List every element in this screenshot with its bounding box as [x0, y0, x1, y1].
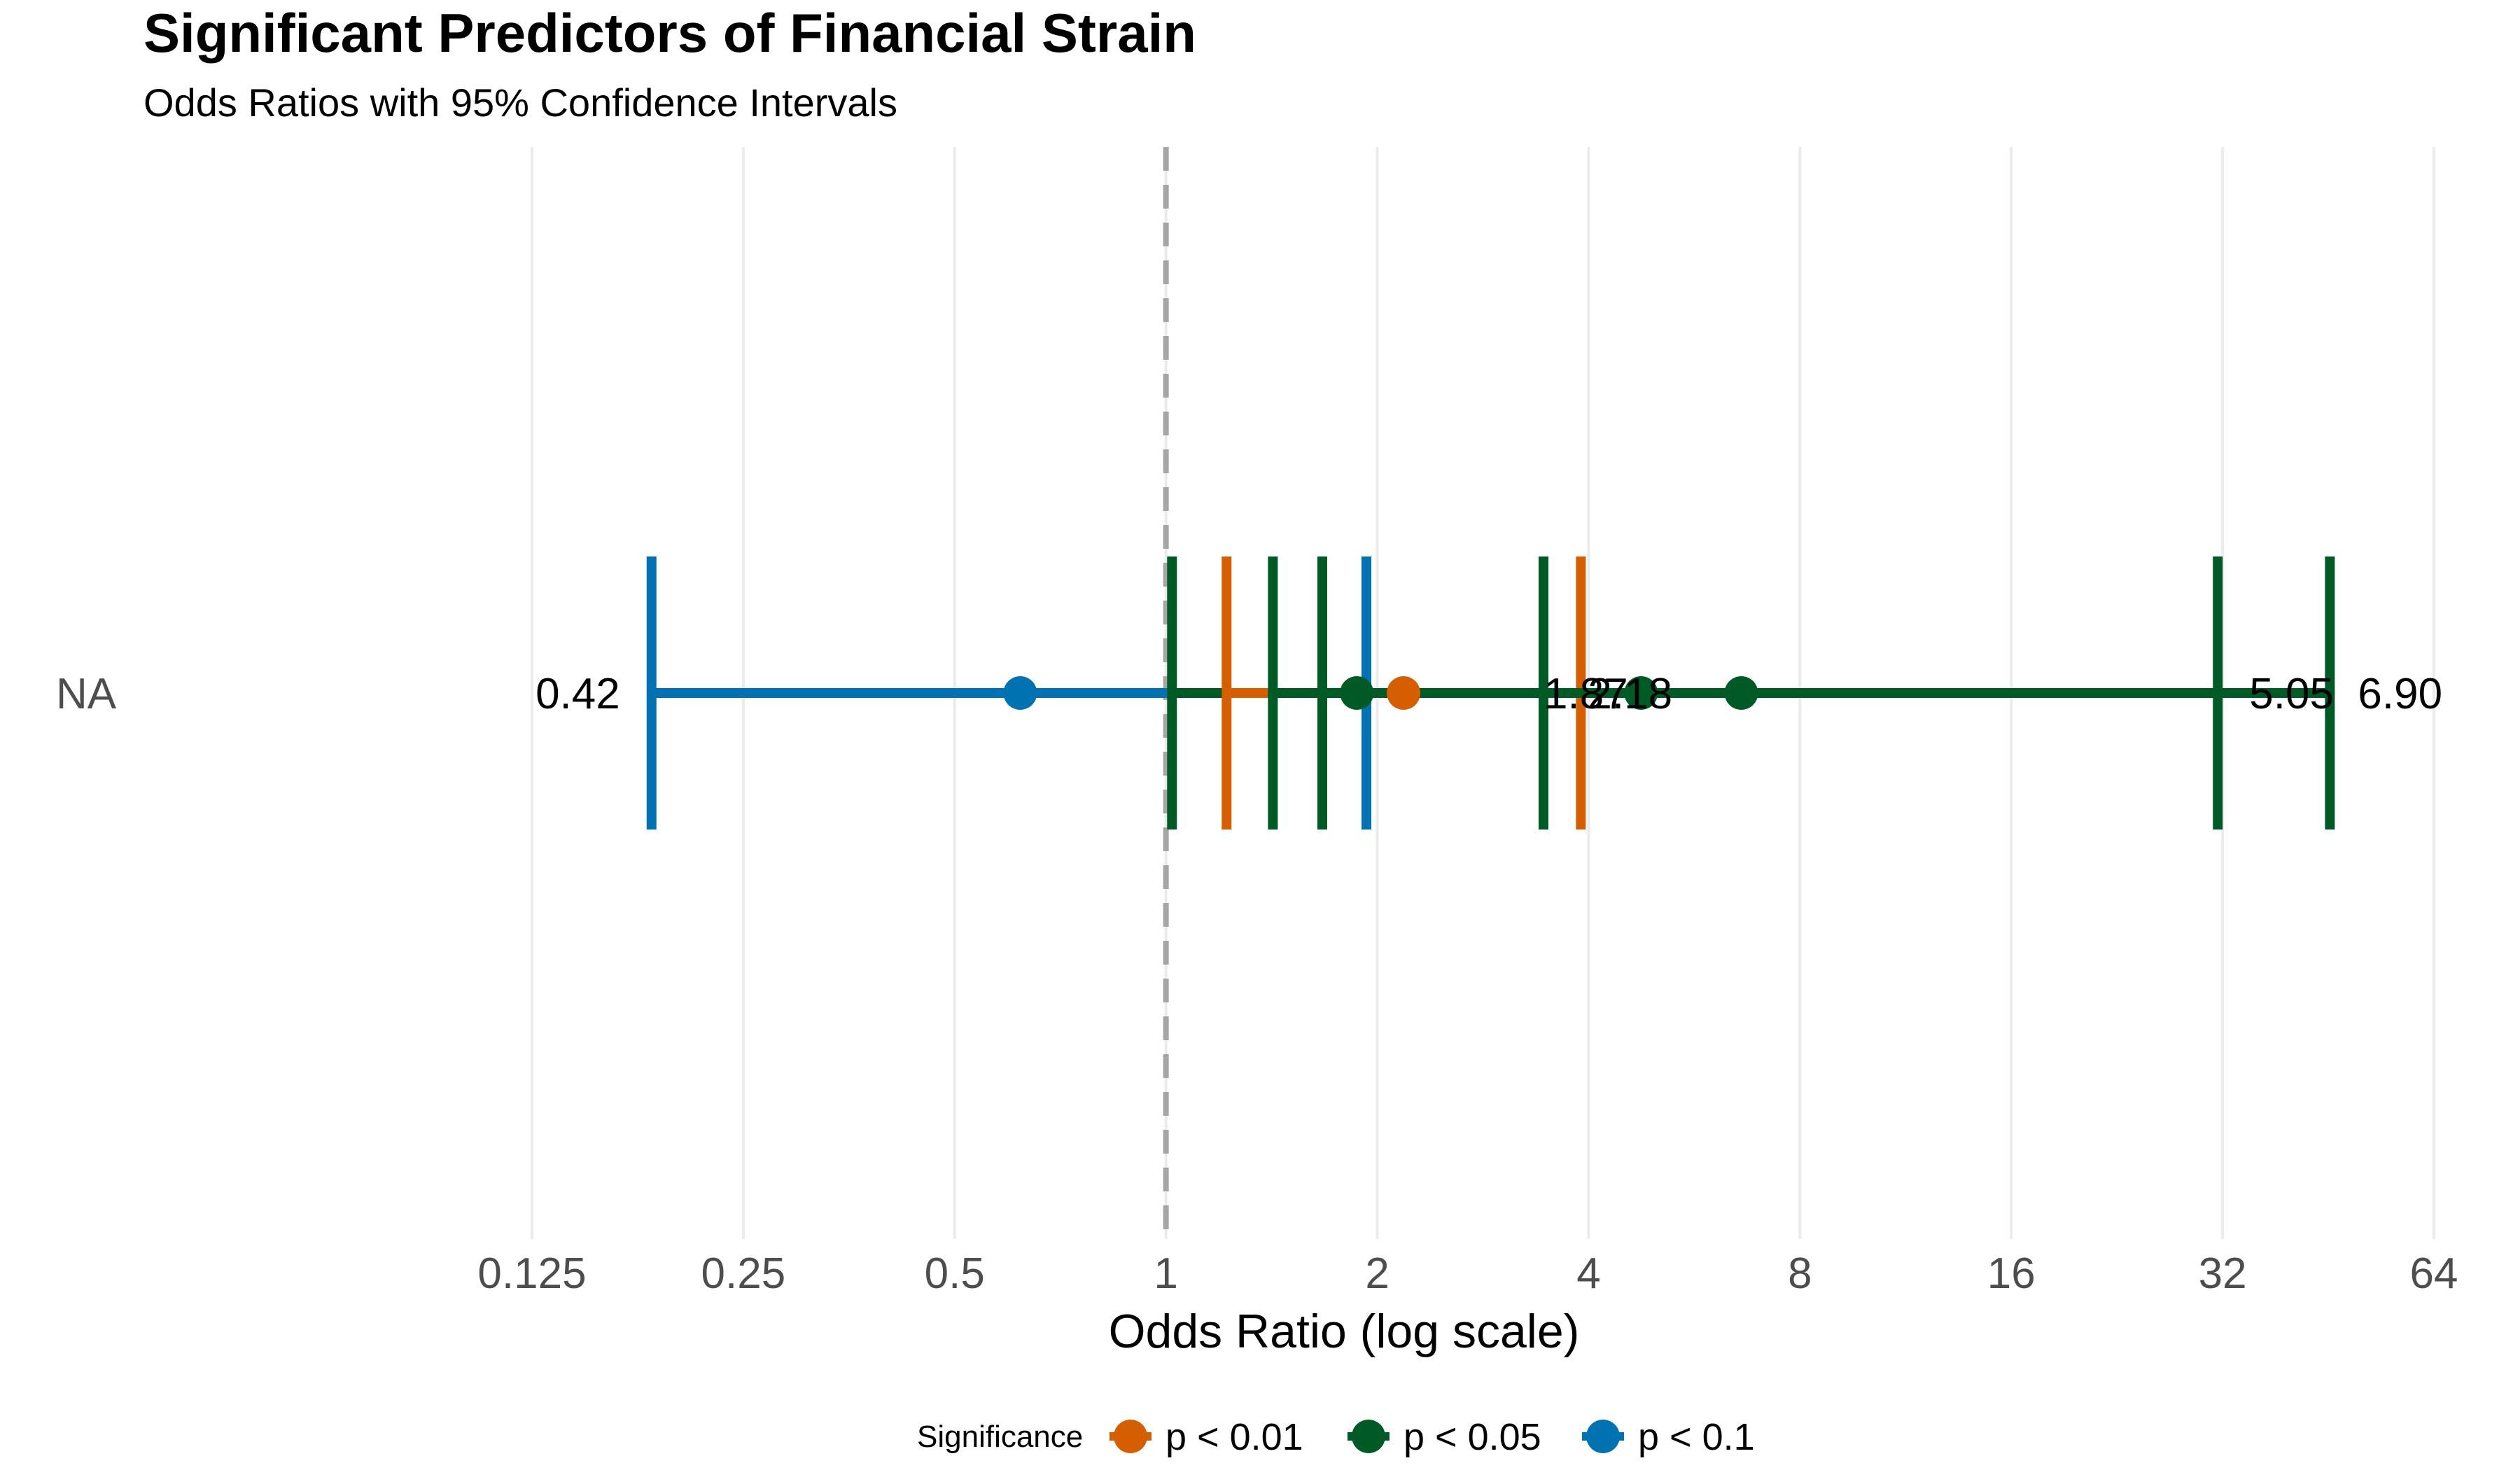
x-tick-labels: 0.125 0.25 0.5 1 2 4 8 16 32 64 — [477, 1250, 2458, 1298]
x-tick-label-6: 8 — [1788, 1250, 1812, 1298]
estimate-point-4 — [1624, 676, 1658, 710]
x-tick-label-7: 16 — [1987, 1250, 2036, 1298]
legend-items: p < 0.01 p < 0.05 p < 0.1 — [1110, 1416, 1755, 1458]
legend-item-0: p < 0.01 — [1110, 1416, 1303, 1458]
legend-label-1: p < 0.05 — [1404, 1416, 1541, 1458]
x-tick-label-5: 4 — [1576, 1250, 1600, 1298]
interval-4 — [1317, 556, 2335, 830]
y-category-labels: NA — [56, 670, 117, 718]
estimate-point-1 — [1340, 676, 1374, 710]
x-tick-label-1: 0.25 — [701, 1250, 786, 1298]
chart-subtitle: Odds Ratios with 95% Confidence Interval… — [144, 80, 897, 125]
y-category-label-0: NA — [56, 670, 117, 718]
legend-label-0: p < 0.01 — [1166, 1416, 1303, 1458]
data-label-3: 5.05 — [2249, 670, 2334, 718]
estimate-point-3 — [1724, 676, 1758, 710]
data-label-0: 0.42 — [536, 670, 620, 718]
estimate-point-2 — [1387, 676, 1421, 710]
legend-label-2: p < 0.1 — [1638, 1416, 1755, 1458]
legend-key-point-1 — [1352, 1420, 1385, 1453]
estimate-point-0 — [1003, 676, 1037, 710]
x-tick-label-0: 0.125 — [477, 1250, 586, 1298]
legend-item-2: p < 0.1 — [1582, 1416, 1755, 1458]
plot-marks — [646, 556, 2335, 830]
x-tick-label-8: 32 — [2199, 1250, 2247, 1298]
data-labels: 0.42 1.872.18 5.05 6.90 — [536, 670, 2442, 718]
data-label-4: 6.90 — [2358, 670, 2442, 718]
x-tick-label-4: 2 — [1365, 1250, 1389, 1298]
x-tick-label-9: 64 — [2410, 1250, 2458, 1298]
x-tick-label-2: 0.5 — [925, 1250, 985, 1298]
legend-title: Significance — [917, 1420, 1083, 1454]
x-tick-label-3: 1 — [1154, 1250, 1177, 1298]
legend-key-point-0 — [1114, 1420, 1147, 1453]
data-label-1: 1.87 — [1544, 670, 1628, 718]
chart-title: Significant Predictors of Financial Stra… — [144, 2, 1196, 64]
legend-item-1: p < 0.05 — [1348, 1416, 1541, 1458]
legend-key-point-2 — [1586, 1420, 1620, 1453]
x-axis-title: Odds Ratio (log scale) — [1109, 1305, 1580, 1358]
legend: Significance p < 0.01 p < 0.05 p < 0.1 — [917, 1416, 1755, 1458]
data-label-2: 2.18 — [1588, 670, 1672, 718]
